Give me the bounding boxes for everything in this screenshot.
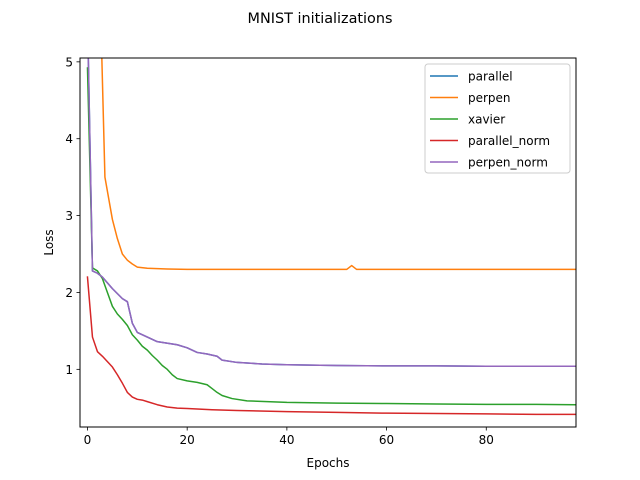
legend-label-parallel-norm: parallel_norm [468,134,550,148]
y-tick-label: 4 [65,132,73,146]
y-tick-label: 3 [65,209,73,223]
legend-box [424,63,571,174]
legend-label-perpen: perpen [468,91,511,105]
y-tick-label: 5 [65,55,73,69]
series-line-perpen-norm [87,58,576,368]
x-tick-label: 0 [84,433,92,447]
chart-title: MNIST initializations [248,11,393,27]
legend: parallel perpen xavier parallel_norm perpen_… [424,63,571,174]
y-tick-label: 1 [65,363,73,377]
x-tick-label: 40 [279,433,294,447]
legend-label-parallel: parallel [468,70,513,84]
plot-frame [79,57,577,428]
y-axis-title: Loss [42,229,56,255]
x-axis-title: Epochs [307,456,350,470]
series-line-perpen [101,58,576,271]
x-tick-label: 60 [379,433,394,447]
y-axis-ticks: 1 2 3 4 5 [65,55,80,377]
x-axis-ticks: 0 20 40 60 80 [84,427,494,447]
series-layer [86,58,576,416]
series-line-parallel-norm [86,276,576,416]
series-line-xavier [86,67,576,406]
legend-label-xavier: xavier [468,113,505,127]
legend-label-perpen-norm: perpen_norm [468,156,548,170]
x-tick-label: 20 [180,433,195,447]
x-tick-label: 80 [479,433,494,447]
y-tick-label: 2 [65,286,73,300]
